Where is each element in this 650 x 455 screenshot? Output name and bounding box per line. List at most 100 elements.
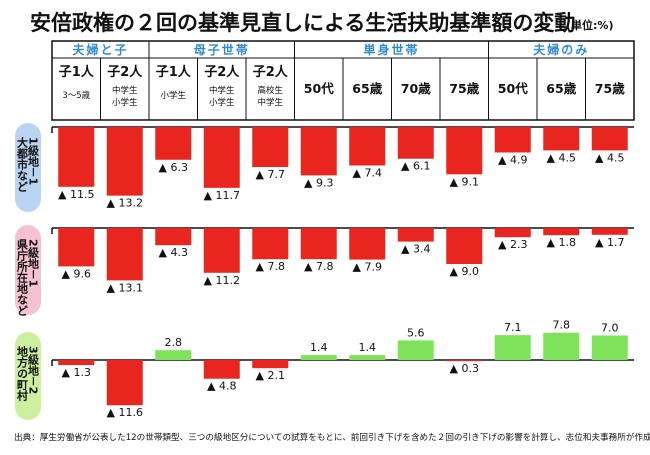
category-sublabel: 小学生 <box>160 90 186 101</box>
data-label: ▲ 11.6 <box>107 406 143 419</box>
data-label: ▲ 6.3 <box>159 161 188 174</box>
data-label: ▲ 4.5 <box>595 151 624 164</box>
bar-positive <box>155 350 192 360</box>
data-label: ▲ 1.7 <box>595 236 624 249</box>
data-label: ▲ 13.2 <box>107 197 143 210</box>
data-label: ▲ 13.1 <box>107 281 143 294</box>
data-label: ▲ 9.1 <box>450 175 479 188</box>
bar-positive <box>494 335 531 360</box>
bar-negative <box>349 127 386 166</box>
bar-negative <box>446 360 483 362</box>
chart-unit: (単位:%) <box>566 18 613 32</box>
category-sublabel: 小学生 <box>112 97 138 108</box>
data-label: ▲ 4.8 <box>207 380 236 393</box>
row-label-line2: 県庁所在地など <box>16 239 30 316</box>
category-sublabel: 3～5歳 <box>62 90 90 101</box>
row-label-line2: 地方の町村 <box>16 345 29 402</box>
data-label: ▲ 4.9 <box>498 153 527 166</box>
row-label-pill <box>15 123 41 212</box>
category-label: 子2人 <box>253 64 289 80</box>
data-label: ▲ 4.3 <box>159 246 188 259</box>
bar-negative <box>58 360 95 366</box>
bar-positive <box>543 332 580 360</box>
data-label: ▲ 1.3 <box>62 366 91 379</box>
bar-negative <box>155 127 192 160</box>
data-label: ▲ 3.4 <box>401 243 430 256</box>
data-label: ▲ 1.8 <box>547 236 576 249</box>
bar-positive <box>300 355 337 360</box>
row-label-pill <box>15 225 41 315</box>
data-label: 1.4 <box>359 341 377 354</box>
data-label: ▲ 7.8 <box>256 260 285 273</box>
bar-negative <box>252 360 289 369</box>
data-label: ▲ 9.3 <box>304 176 333 189</box>
category-label: 50代 <box>304 81 334 96</box>
bar-negative <box>397 127 434 159</box>
data-label: 1.4 <box>310 341 328 354</box>
bar-negative <box>106 127 143 196</box>
category-sublabel: 高校生 <box>257 85 283 96</box>
category-sublabel: 中学生 <box>257 97 283 108</box>
bar-negative <box>543 127 580 151</box>
data-label: ▲ 11.2 <box>204 274 240 287</box>
group-header: 母子世帯 <box>194 42 250 57</box>
data-label: ▲ 4.5 <box>547 151 576 164</box>
category-label: 65歳 <box>352 81 382 96</box>
category-label: 子1人 <box>59 64 95 80</box>
source-footnote: 出典：厚生労働省が公表した12の世帯類型、三つの級地区分についての試算をもとに、… <box>14 431 650 443</box>
data-label: ▲ 11.7 <box>204 189 240 202</box>
bar-negative <box>155 228 192 246</box>
bar-negative <box>106 228 143 281</box>
category-label: 65歳 <box>546 81 576 96</box>
bar-negative <box>106 360 143 406</box>
row-label-line2: 大都市など <box>16 136 30 192</box>
data-label: 5.6 <box>407 326 425 339</box>
category-label: 50代 <box>498 81 528 96</box>
category-header-table: 夫婦と子 母子世帯 単身世帯 夫婦のみ子1人3～5歳子2人中学生小学生子1人小学生子2… <box>51 40 635 121</box>
bar-negative <box>300 127 337 176</box>
data-label: 7.8 <box>553 319 571 332</box>
data-label: ▲ 7.7 <box>256 168 285 181</box>
data-label: ▲ 2.3 <box>498 238 527 251</box>
bar-positive <box>397 340 434 360</box>
category-label: 子2人 <box>107 64 143 80</box>
bar-negative <box>300 228 337 260</box>
data-label: ▲ 9.0 <box>450 265 479 278</box>
bar-negative <box>591 127 628 151</box>
category-sublabel: 中学生 <box>112 85 138 96</box>
data-label: ▲ 9.6 <box>62 267 91 280</box>
group-header: 夫婦のみ <box>532 42 589 57</box>
row-label-line1: 1級地－1 <box>27 137 40 185</box>
data-label: ▲ 0.3 <box>450 362 479 375</box>
group-header: 単身世帯 <box>363 42 419 57</box>
bar-negative <box>591 228 628 235</box>
data-label: 7.0 <box>601 322 619 335</box>
bar-negative <box>397 228 434 242</box>
data-label: ▲ 7.8 <box>304 260 333 273</box>
bar-negative <box>252 228 289 260</box>
bar-negative <box>203 228 240 273</box>
data-label: ▲ 2.1 <box>256 369 285 382</box>
bar-negative <box>349 228 386 260</box>
bar-negative <box>58 127 95 187</box>
chart-title: 安倍政権の２回の基準見直しによる生活扶助基準額の変動 <box>30 11 575 35</box>
group-header: 夫婦と子 <box>71 42 128 57</box>
bar-positive <box>591 335 628 360</box>
category-label: 子1人 <box>156 64 192 80</box>
bar-negative <box>494 228 531 238</box>
category-label: 75歳 <box>595 81 625 96</box>
data-label: ▲ 11.5 <box>58 188 94 201</box>
bar-negative <box>58 228 95 267</box>
bar-negative <box>446 228 483 264</box>
data-label: 2.8 <box>165 336 183 349</box>
row-label-pill <box>15 332 41 420</box>
category-label: 子2人 <box>204 64 240 80</box>
bars: ▲ 11.5 ▲ 13.2 ▲ 6.3 ▲ 11.7 ▲ 7.7 ▲ 9.3 ▲ 7.4 ▲ … <box>51 126 634 419</box>
category-label: 70歳 <box>401 81 431 96</box>
data-label: ▲ 7.9 <box>353 261 382 274</box>
row-label-line1: 2級地－1 <box>27 239 40 287</box>
data-label: ▲ 6.1 <box>401 160 430 173</box>
row-label-line1: 3級地－2 <box>27 346 40 394</box>
